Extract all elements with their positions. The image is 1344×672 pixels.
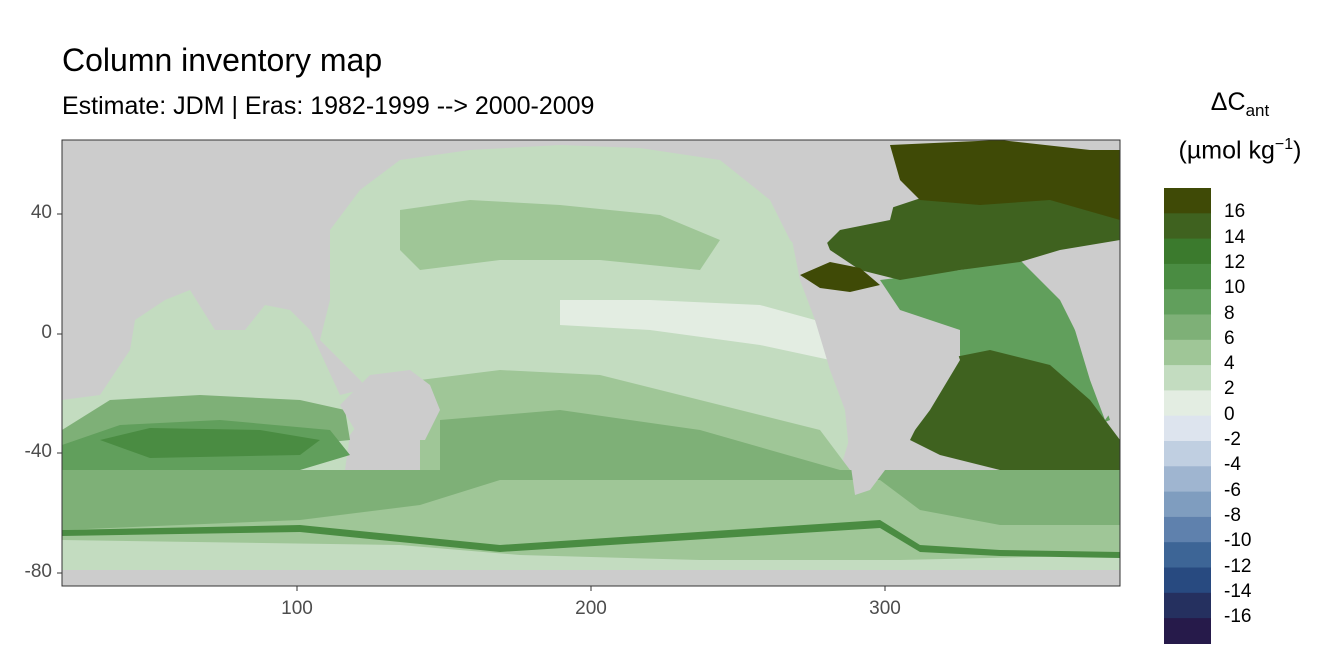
legend-unit-post: ) [1293, 136, 1302, 165]
ocean-atlantic-north [820, 175, 1120, 280]
legend-tick-label: 6 [1224, 328, 1235, 349]
legend-unit-sup: −1 [1274, 136, 1294, 153]
legend-tick-label: 14 [1224, 227, 1246, 248]
land-australia [340, 370, 440, 440]
legend-unit-pre: (µmol kg [1178, 136, 1275, 165]
colorbar-swatch [1164, 289, 1211, 316]
chart-title: Column inventory map [62, 42, 383, 78]
legend-tick-label: 16 [1224, 201, 1246, 222]
legend-title-subscript: ant [1245, 101, 1270, 120]
x-axis-ticks [296, 586, 886, 591]
legend-tick-label: -2 [1224, 429, 1241, 450]
southern-pale [62, 540, 1120, 570]
land-south-america [815, 310, 960, 495]
x-tick-label: 200 [575, 598, 607, 619]
ocean-caribbean [800, 262, 880, 292]
colorbar-swatch [1164, 592, 1211, 619]
legend-tick-label: -14 [1224, 581, 1252, 602]
y-tick-label: 0 [41, 322, 52, 343]
pacific-south-deep [440, 410, 840, 475]
colorbar-swatch [1164, 618, 1211, 644]
ocean-atlantic-subpolar [890, 140, 1120, 220]
legend-tick-label: -10 [1224, 530, 1252, 551]
legend-title-line1: ΔCant [1160, 88, 1320, 121]
legend-title-main: ΔC [1210, 88, 1246, 116]
colorbar-swatch [1164, 339, 1211, 366]
pacific-north-band [400, 200, 720, 270]
legend-tick-label: -6 [1224, 480, 1241, 501]
x-tick-label: 100 [281, 598, 313, 619]
legend-tick-label: 12 [1224, 252, 1246, 273]
legend-tick-label: 0 [1224, 404, 1235, 425]
colorbar-swatch [1164, 516, 1211, 543]
legend-tick-label: 4 [1224, 353, 1235, 374]
colorbar-swatch [1164, 213, 1211, 240]
colorbar-swatch [1164, 314, 1211, 341]
chart-subtitle: Estimate: JDM | Eras: 1982-1999 --> 2000… [62, 92, 595, 120]
indian-band-core [100, 428, 320, 458]
colorbar-swatch [1164, 188, 1211, 214]
colorbar-swatch [1164, 466, 1211, 493]
colorbar-swatch [1164, 263, 1211, 290]
legend-title-line2: (µmol kg−1) [1160, 136, 1320, 165]
antarctic-margin [62, 520, 1120, 558]
land-north-america [720, 145, 900, 260]
land-africa [1060, 280, 1120, 420]
y-tick-label: -40 [24, 441, 52, 462]
legend-tick-label: 2 [1224, 378, 1235, 399]
southern-light [62, 480, 1120, 560]
legend-tick-label: -12 [1224, 556, 1252, 577]
x-tick-label: 300 [869, 598, 901, 619]
colorbar-swatch [1164, 365, 1211, 391]
colorbar-swatch [1164, 390, 1211, 417]
land-antarctica [62, 570, 1120, 586]
colorbar-swatch [1164, 238, 1211, 265]
y-tick-label: 40 [30, 202, 52, 223]
y-tick-label: -80 [24, 561, 52, 582]
legend-tick-label: 8 [1224, 303, 1235, 324]
colorbar-swatch [1164, 415, 1211, 442]
colorbar-swatch [1164, 441, 1211, 467]
y-axis-ticks [57, 213, 62, 574]
colorbar-swatch [1164, 542, 1211, 569]
legend-tick-label: 10 [1224, 277, 1246, 298]
colorbar-swatch [1164, 491, 1211, 518]
pacific-equatorial [560, 300, 830, 360]
legend-tick-label: -16 [1224, 606, 1252, 627]
legend-tick-label: -4 [1224, 454, 1241, 475]
ocean-atlantic-south [910, 350, 1120, 470]
legend-tick-label: -8 [1224, 505, 1241, 526]
colorbar-swatch [1164, 567, 1211, 594]
colorbar [1164, 188, 1211, 644]
